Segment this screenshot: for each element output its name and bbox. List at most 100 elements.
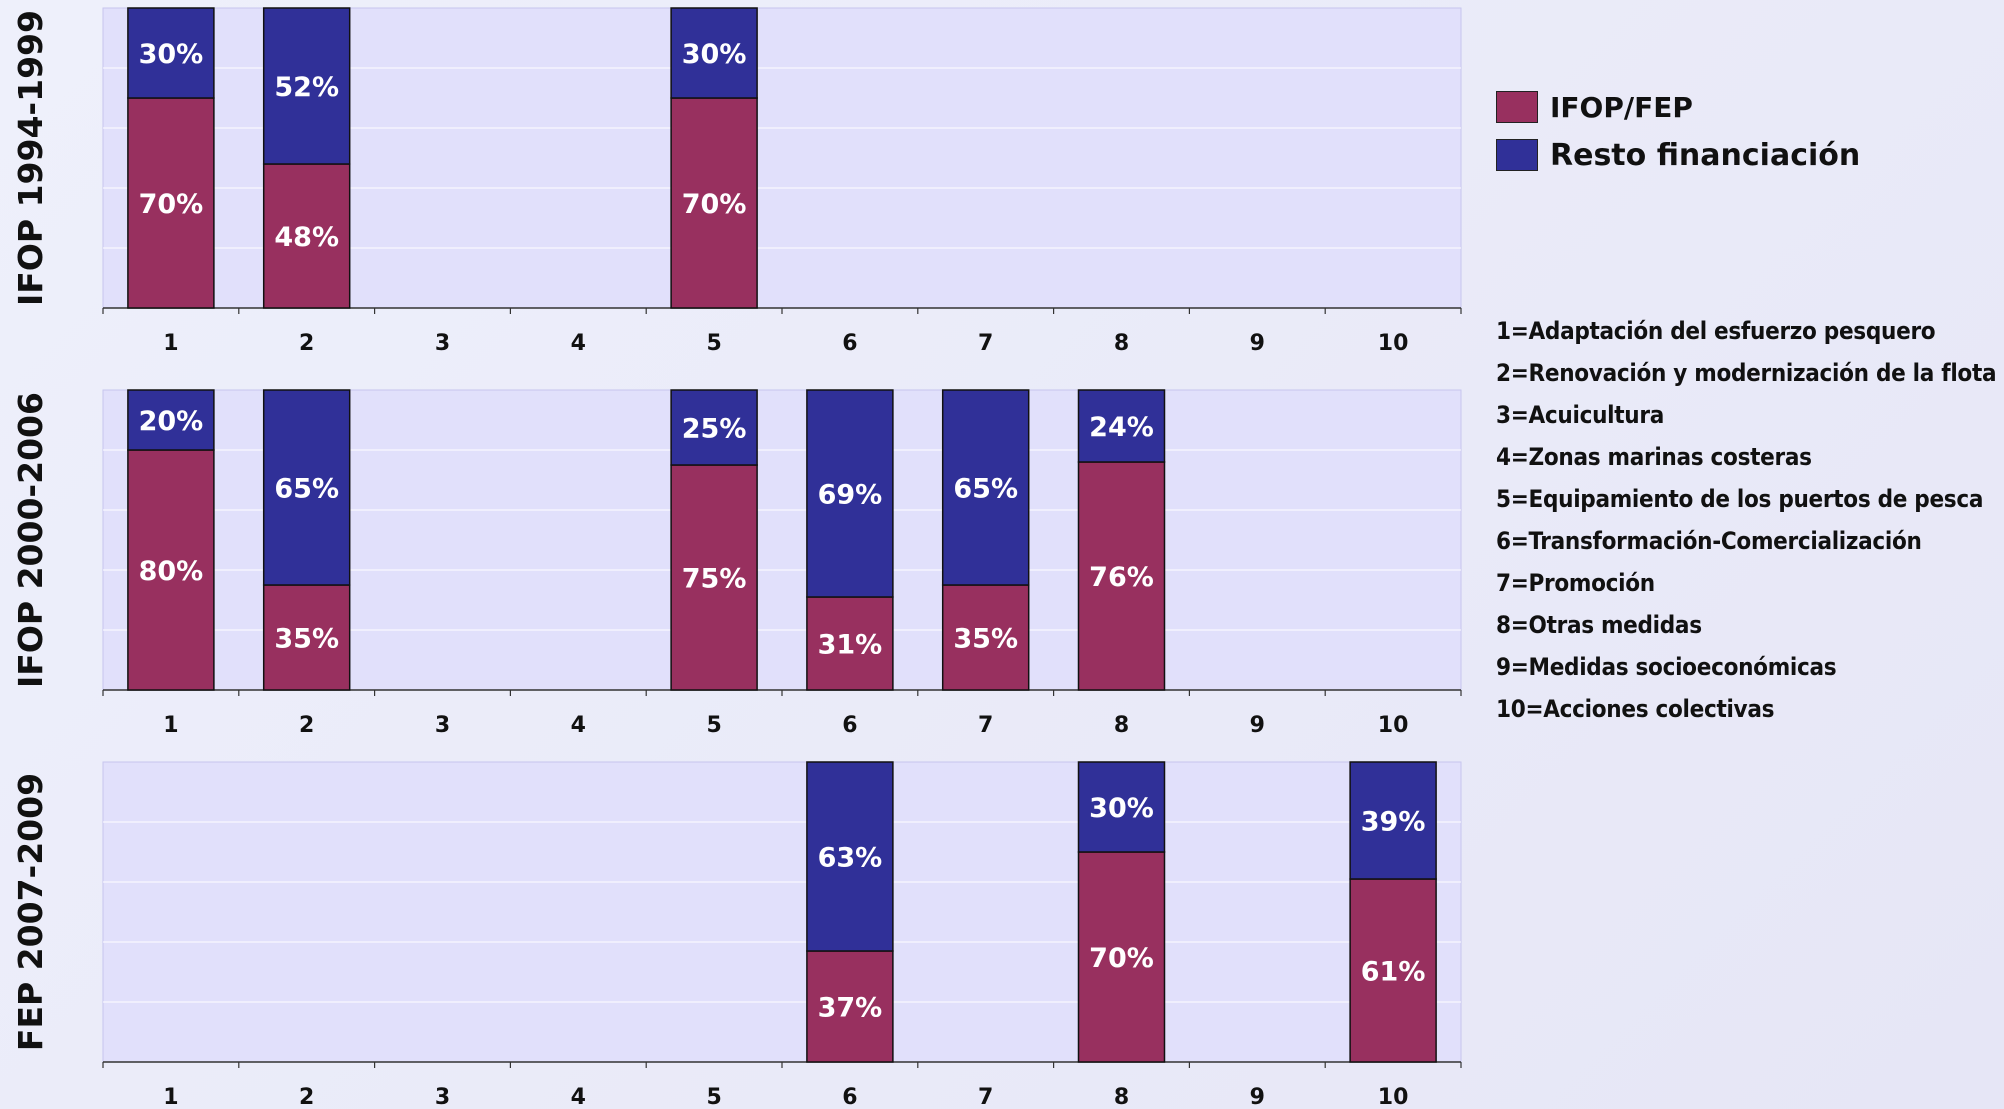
data-label-resto-6: 69% (818, 480, 883, 511)
data-label-ifop-fep-1: 70% (139, 189, 204, 220)
x-tick-label: 9 (1250, 1085, 1265, 1109)
bar-resto-8 (1077, 389, 1166, 463)
data-label-ifop-fep-1: 80% (139, 556, 204, 587)
bar-resto-2 (262, 7, 351, 165)
legend-label-resto: Resto financiación (1550, 137, 1861, 173)
data-label-ifop-fep-5: 70% (682, 189, 747, 220)
bar-resto-10 (1349, 761, 1437, 880)
x-tick-label: 7 (978, 331, 993, 356)
x-tick-label: 3 (435, 331, 450, 356)
legend-swatch-ifop-fep (1496, 91, 1538, 123)
chart-panel-1: 1 2 3 4 5 6 7 8 9 10 IFOP 1994-1999 70% 30% 48% 52% 70%… (11, 7, 1462, 356)
x-tick-label: 10 (1378, 331, 1409, 356)
data-label-ifop-fep-2: 48% (274, 222, 339, 253)
chart-panel-2: 1 2 3 4 5 6 7 8 9 10 IFOP 2000-2006 80% 20% 35% 65% 75%… (11, 389, 1462, 738)
key-item-7: 7=Promoción (1496, 569, 1655, 597)
x-tick-label: 8 (1114, 713, 1129, 738)
y-axis-title: IFOP 1994-1999 (11, 10, 50, 306)
data-label-ifop-fep-8: 76% (1089, 562, 1154, 593)
x-tick-label: 5 (706, 331, 721, 356)
bar-resto-2 (262, 389, 351, 586)
legend-item-ifop-fep: IFOP/FEP (1496, 83, 1996, 131)
y-axis-title: IFOP 2000-2006 (11, 392, 50, 688)
x-tick-label: 3 (435, 713, 450, 738)
plot-area (102, 761, 1462, 1063)
data-label-ifop-fep-5: 75% (682, 564, 747, 595)
data-label-resto-5: 30% (682, 39, 747, 70)
x-tick-label: 8 (1114, 331, 1129, 356)
key-item-8: 8=Otras medidas (1496, 611, 1702, 639)
bar-resto-6 (806, 761, 894, 952)
data-label-resto-8: 30% (1089, 793, 1154, 824)
data-label-ifop-fep-10: 61% (1361, 957, 1426, 988)
x-tick-label: 9 (1250, 713, 1265, 738)
key-item-1: 1=Adaptación del esfuerzo pesquero (1496, 317, 1936, 345)
data-label-ifop-fep-7: 35% (953, 624, 1018, 655)
chart-panel-3: 1 2 3 4 5 6 7 8 9 10 FEP 2007-2009 37% 63% 70% 30% 61% 3… (11, 761, 1462, 1109)
key-item-2: 2=Renovación y modernización de la flota (1496, 359, 1997, 387)
data-label-resto-8: 24% (1089, 412, 1154, 443)
data-label-resto-2: 52% (274, 72, 339, 103)
bar-ifop-fep-5 (670, 97, 758, 309)
bar-ifop-fep-5 (670, 464, 758, 691)
data-label-ifop-fep-2: 35% (274, 624, 339, 655)
key-item-5: 5=Equipamiento de los puertos de pesca (1496, 485, 1984, 513)
x-tick-label: 5 (706, 1085, 721, 1109)
legend: IFOP/FEP Resto financiación (1496, 83, 1996, 179)
x-tick-label: 1 (163, 713, 178, 738)
y-axis-title: FEP 2007-2009 (11, 773, 50, 1051)
category-key-list: 1=Adaptación del esfuerzo pesquero 2=Ren… (1496, 313, 2001, 733)
x-tick-label: 3 (435, 1085, 450, 1109)
legend-item-resto: Resto financiación (1496, 131, 1996, 179)
bar-ifop-fep-6 (806, 596, 894, 691)
bar-resto-5 (670, 7, 758, 99)
x-tick-label: 6 (842, 713, 857, 738)
bar-resto-6 (806, 389, 894, 598)
data-label-resto-6: 63% (818, 843, 883, 874)
bar-ifop-fep-7 (941, 584, 1030, 691)
x-tick-label: 6 (842, 331, 857, 356)
bar-ifop-fep-1 (127, 449, 215, 691)
bar-resto-1 (127, 7, 215, 99)
x-tick-label: 2 (299, 713, 314, 738)
bar-ifop-fep-2 (262, 163, 351, 309)
data-label-ifop-fep-6: 31% (818, 630, 883, 661)
x-tick-label: 5 (706, 713, 721, 738)
x-tick-label: 9 (1250, 331, 1265, 356)
bar-resto-8 (1077, 761, 1166, 853)
x-tick-label: 4 (571, 331, 586, 356)
data-label-ifop-fep-6: 37% (818, 993, 883, 1024)
bar-ifop-fep-8 (1077, 461, 1166, 691)
x-tick-label: 7 (978, 713, 993, 738)
data-label-ifop-fep-8: 70% (1089, 943, 1154, 974)
x-tick-label: 8 (1114, 1085, 1129, 1109)
x-tick-label: 4 (571, 1085, 586, 1109)
key-item-6: 6=Transformación-Comercialización (1496, 527, 1922, 555)
data-label-resto-5: 25% (682, 414, 747, 445)
x-tick-label: 6 (842, 1085, 857, 1109)
data-label-resto-7: 65% (953, 474, 1018, 505)
x-tick-label: 1 (163, 1085, 178, 1109)
data-label-resto-2: 65% (274, 474, 339, 505)
x-tick-label: 4 (571, 713, 586, 738)
bar-ifop-fep-1 (127, 97, 215, 309)
x-tick-label: 2 (299, 1085, 314, 1109)
x-tick-label: 1 (163, 331, 178, 356)
bar-ifop-fep-2 (262, 584, 351, 691)
bar-resto-7 (941, 389, 1030, 586)
data-label-resto-1: 20% (139, 406, 204, 437)
stacked-bar-charts: 1 2 3 4 5 6 7 8 9 10 IFOP 1994-1999 70% 30% 48% 52% 70%… (11, 7, 1462, 1109)
x-tick-label: 10 (1378, 713, 1409, 738)
bar-resto-1 (127, 389, 215, 451)
x-tick-label: 10 (1378, 1085, 1409, 1109)
data-label-resto-10: 39% (1361, 807, 1426, 838)
x-tick-label: 7 (978, 1085, 993, 1109)
key-item-3: 3=Acuicultura (1496, 401, 1664, 429)
key-item-10: 10=Acciones colectivas (1496, 695, 1775, 723)
key-item-4: 4=Zonas marinas costeras (1496, 443, 1812, 471)
x-tick-label: 2 (299, 331, 314, 356)
key-item-9: 9=Medidas socioeconómicas (1496, 653, 1837, 681)
bar-ifop-fep-10 (1349, 878, 1437, 1063)
legend-swatch-resto (1496, 139, 1538, 171)
